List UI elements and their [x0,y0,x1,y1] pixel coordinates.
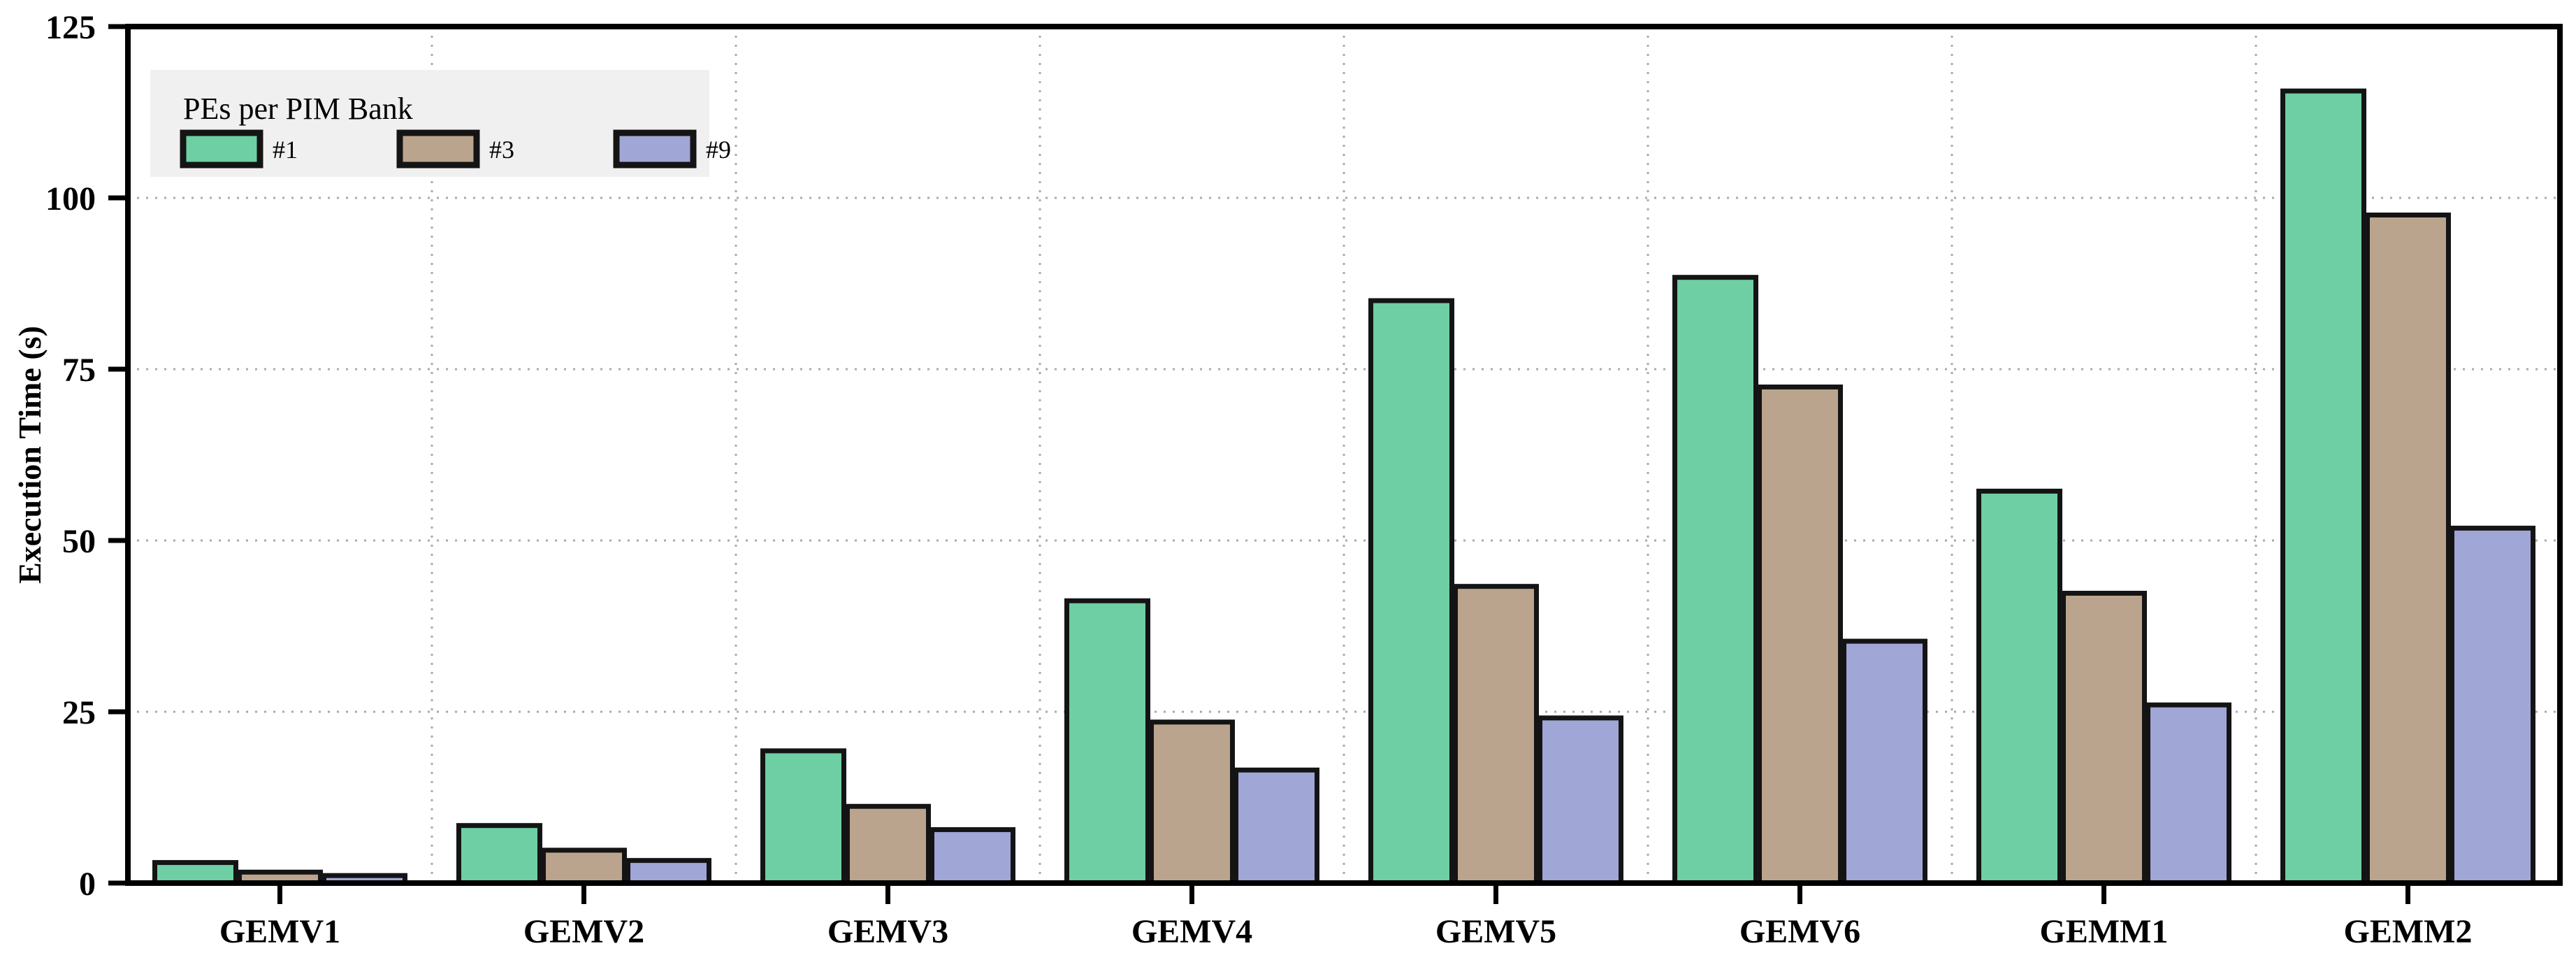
x-category-label-GEMM1: GEMM1 [2040,913,2169,950]
bar-GEMV3-pe3 [845,803,931,886]
x-category-label-GEMV5: GEMV5 [1435,913,1556,950]
bar-GEMV2-pe3 [541,847,627,886]
bar-GEMM1-pe3 [2061,590,2147,886]
legend-swatch-pe9 [613,129,697,169]
y-tick-label-100: 100 [45,180,96,217]
legend-label-pe1: #1 [273,136,298,164]
bar-GEMM1-pe9 [2146,702,2231,886]
bar-GEMM2-pe9 [2450,525,2535,886]
x-category-label-GEMM2: GEMM2 [2344,913,2473,950]
bar-GEMV5-pe9 [1537,715,1623,886]
legend-label-pe9: #9 [706,136,731,164]
legend-title: PEs per PIM Bank [183,92,413,126]
bar-GEMV4-pe9 [1233,767,1319,886]
x-category-label-GEMV2: GEMV2 [523,913,644,950]
bar-GEMV3-pe9 [929,827,1015,886]
bar-GEMV6-pe3 [1757,384,1843,886]
legend-label-pe3: #3 [489,136,514,164]
bar-GEMV6-pe1 [1672,275,1758,886]
y-axis-title: Execution Time (s) [12,326,48,584]
bar-GEMV2-pe9 [625,858,711,886]
x-category-label-GEMV1: GEMV1 [219,913,340,950]
bar-GEMM2-pe1 [2280,88,2366,886]
x-category-label-GEMV6: GEMV6 [1739,913,1860,950]
bar-GEMM1-pe1 [1976,488,2062,886]
y-tick-label-0: 0 [79,866,96,903]
legend-swatch-pe1 [180,129,263,169]
x-category-label-GEMV4: GEMV4 [1131,913,1252,950]
y-tick-label-50: 50 [62,523,96,560]
y-tick-label-25: 25 [62,694,96,731]
bar-GEMV4-pe1 [1064,598,1150,886]
bar-GEMM2-pe3 [2365,213,2451,886]
bar-GEMV6-pe9 [1841,638,1927,886]
bar-GEMV5-pe1 [1368,298,1454,886]
bar-GEMV4-pe3 [1149,719,1235,886]
bar-GEMV2-pe1 [456,823,542,886]
plot-border [125,24,2563,886]
y-tick-label-75: 75 [62,352,96,389]
bar-GEMV1-pe1 [152,860,238,886]
x-category-label-GEMV3: GEMV3 [827,913,948,950]
bar-GEMV5-pe3 [1453,584,1539,886]
legend-swatch-pe3 [396,129,480,169]
bar-GEMV3-pe1 [760,748,846,886]
y-tick-label-125: 125 [45,9,96,46]
